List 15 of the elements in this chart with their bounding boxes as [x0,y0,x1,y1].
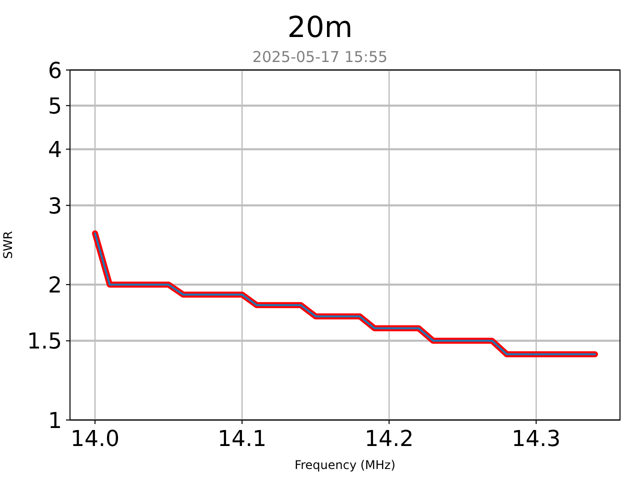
chart-title: 20m [287,10,353,44]
chart-subtitle: 2025-05-17 15:55 [252,48,388,66]
y-tick-label: 3 [48,194,62,220]
x-tick-label: 14.3 [512,427,561,452]
x-tick-label: 14.1 [218,427,267,452]
y-tick-label: 1 [48,408,62,434]
y-tick-label: 5 [48,94,62,120]
y-tick-label: 6 [48,58,62,84]
x-axis-title: Frequency (MHz) [294,458,396,472]
y-axis-title: SWR [1,231,15,259]
y-tick-label: 4 [48,138,62,164]
y-tick-label: 1.5 [27,330,62,355]
x-tick-label: 14.0 [70,427,120,452]
y-tick-label: 2 [48,274,62,299]
x-tick-label: 14.2 [364,427,414,452]
